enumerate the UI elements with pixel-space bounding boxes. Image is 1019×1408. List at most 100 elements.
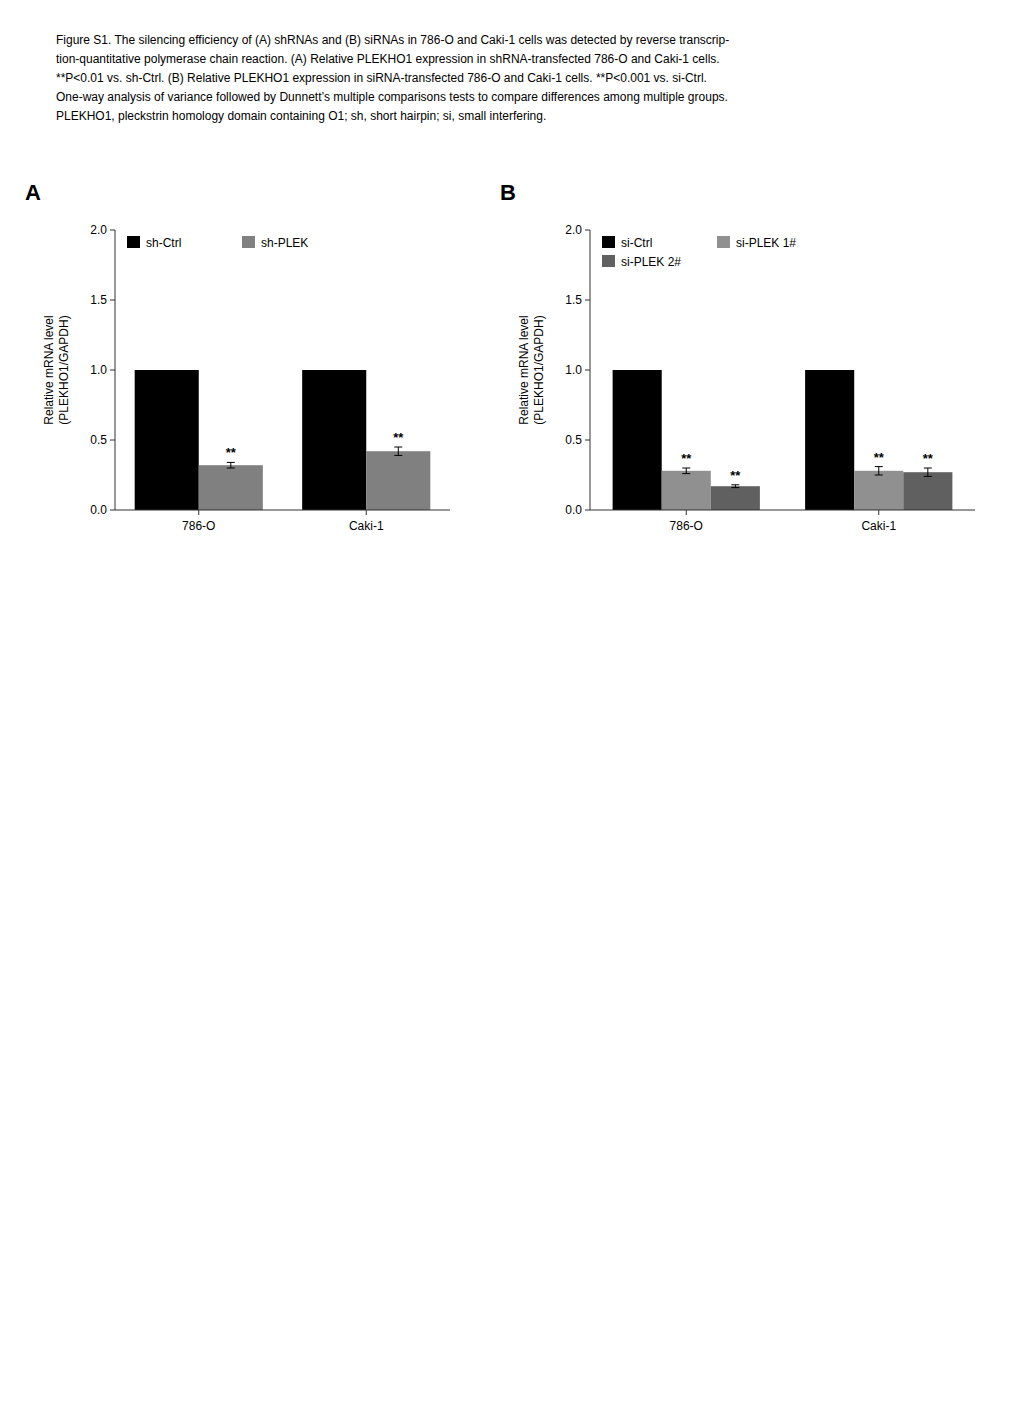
error-bar-stem — [230, 462, 231, 468]
y-tick — [110, 230, 115, 231]
y-tick — [585, 510, 590, 511]
legend-label: sh-Ctrl — [146, 236, 181, 250]
error-bar-cap — [394, 455, 402, 456]
x-tick — [686, 510, 687, 515]
bar — [302, 370, 366, 510]
y-tick-label: 0.0 — [90, 503, 107, 517]
x-tick — [366, 510, 367, 515]
y-tick-label: 1.5 — [565, 293, 582, 307]
y-axis — [115, 230, 116, 510]
y-axis-label-line: (PLEKHO1/GAPDH) — [57, 315, 71, 424]
bar — [903, 472, 952, 510]
x-tick — [198, 510, 199, 515]
y-axis-label-line: Relative mRNA level — [42, 315, 56, 424]
legend-label: si-Ctrl — [621, 236, 652, 250]
y-axis-label-line: Relative mRNA level — [517, 315, 531, 424]
y-tick — [585, 440, 590, 441]
caption: Figure S1. The silencing efficiency of (… — [56, 33, 729, 123]
legend-label: si-PLEK 2# — [621, 255, 681, 269]
x-tick-label: Caki-1 — [861, 519, 896, 533]
error-bar-cap — [227, 468, 235, 469]
legend-label: si-PLEK 1# — [736, 236, 796, 250]
bar — [662, 471, 711, 510]
error-bar — [924, 468, 932, 476]
error-bar-cap — [227, 462, 235, 463]
legend-item: sh-Ctrl — [127, 236, 181, 250]
bar-annotations: ******** — [681, 450, 934, 483]
bars — [135, 370, 431, 510]
bar-annotations: ** ** — [226, 430, 405, 460]
y-tick-label: 1.0 — [90, 363, 107, 377]
legend-item: sh-PLEK — [242, 236, 308, 250]
significance-label: ** — [681, 451, 692, 466]
figure: Figure S1. The silencing efficiency of (… — [0, 0, 1019, 1408]
x-tick-label: 786-O — [182, 519, 215, 533]
bar — [135, 370, 199, 510]
legend-item: si-PLEK 2# — [602, 255, 681, 269]
y-tick-label: 2.0 — [90, 223, 107, 237]
y-tick — [585, 230, 590, 231]
error-bar-cap — [731, 487, 739, 488]
caption-line: PLEKHO1, pleckstrin homology domain cont… — [56, 109, 546, 123]
legend-item: si-PLEK 1# — [717, 236, 796, 250]
panel-label: A — [25, 180, 41, 205]
x-tick-label: Caki-1 — [349, 519, 384, 533]
y-tick — [585, 370, 590, 371]
bar — [805, 370, 854, 510]
caption-line: Figure S1. The silencing efficiency of (… — [56, 33, 729, 47]
y-tick — [585, 300, 590, 301]
legend-swatch — [602, 236, 615, 248]
error-bar-cap — [731, 484, 739, 485]
error-bar-cap — [682, 473, 690, 474]
error-bar-cap — [924, 468, 932, 469]
error-bar-cap — [394, 447, 402, 448]
error-bar-cap — [924, 476, 932, 477]
bar — [711, 486, 760, 510]
significance-label: ** — [923, 451, 934, 466]
panel-label: B — [500, 180, 516, 205]
bars — [613, 370, 953, 510]
legend-swatch — [127, 236, 140, 248]
error-bar-cap — [875, 466, 883, 467]
x-axis — [115, 510, 450, 511]
error-bar-stem — [398, 447, 399, 455]
legend-label: sh-PLEK — [261, 236, 308, 250]
bar — [199, 465, 263, 510]
significance-label: ** — [393, 430, 404, 445]
bar — [854, 471, 903, 510]
error-bar-stem — [878, 467, 879, 475]
y-tick — [110, 300, 115, 301]
significance-label: ** — [730, 468, 741, 483]
legend-item: si-Ctrl — [602, 236, 652, 250]
error-bar-cap — [875, 475, 883, 476]
x-axis — [590, 510, 975, 511]
page: {"annotations": [ "Figure S1. The silenc… — [0, 0, 1019, 1408]
significance-label: ** — [226, 445, 237, 460]
legend: sh-Ctrl sh-PLEK — [127, 236, 308, 250]
error-bar — [875, 467, 883, 475]
caption-line: **P<0.01 vs. sh-Ctrl. (B) Relative PLEKH… — [56, 71, 707, 85]
panel: B0.00.51.01.52.0Relative mRNA level(PLEK… — [500, 180, 975, 533]
y-tick-label: 0.0 — [565, 503, 582, 517]
x-tick — [878, 510, 879, 515]
y-tick-label: 2.0 — [565, 223, 582, 237]
y-tick-label: 1.0 — [565, 363, 582, 377]
panel: A0.00.51.01.52.0Relative mRNA level(PLEK… — [25, 180, 450, 533]
legend-swatch — [242, 236, 255, 248]
y-tick-label: 0.5 — [90, 433, 107, 447]
caption-line: tion-quantitative polymerase chain react… — [56, 52, 720, 66]
background — [0, 0, 1019, 1408]
bar — [613, 370, 662, 510]
caption-line: One-way analysis of variance followed by… — [56, 90, 728, 104]
legend-swatch — [602, 255, 615, 267]
error-bar-stem — [927, 468, 928, 476]
error-bar — [227, 462, 235, 468]
x-tick-label: 786-O — [670, 519, 703, 533]
bar — [366, 451, 430, 510]
y-axis — [590, 230, 591, 510]
y-tick — [110, 440, 115, 441]
error-bar — [682, 468, 690, 474]
y-axis-label: Relative mRNA level(PLEKHO1/GAPDH) — [517, 315, 546, 424]
error-bar-stem — [686, 468, 687, 474]
y-axis-label: Relative mRNA level(PLEKHO1/GAPDH) — [42, 315, 71, 424]
